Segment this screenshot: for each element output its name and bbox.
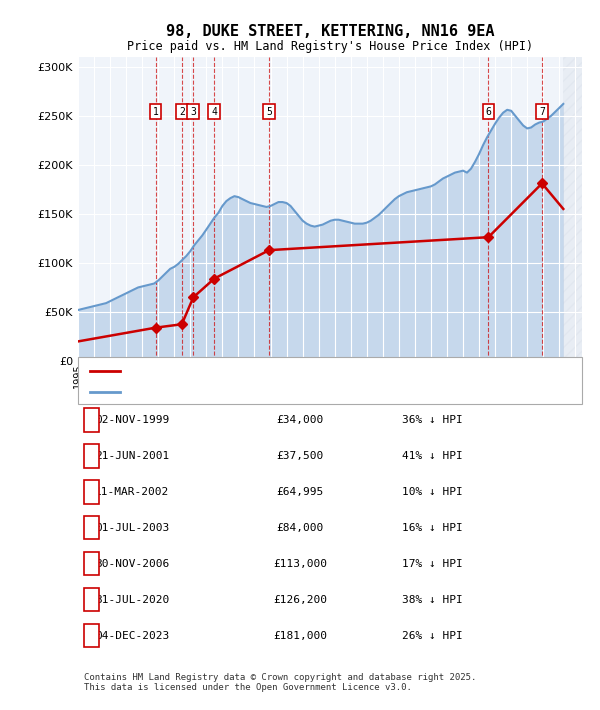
Text: 11-MAR-2002: 11-MAR-2002 [95, 487, 169, 497]
Text: 3: 3 [190, 106, 196, 116]
Text: 4: 4 [88, 523, 95, 532]
Text: 21-JUN-2001: 21-JUN-2001 [95, 451, 169, 461]
Text: £37,500: £37,500 [277, 451, 323, 461]
Text: HPI: Average price, semi-detached house, North Northamptonshire: HPI: Average price, semi-detached house,… [126, 387, 496, 397]
Text: £181,000: £181,000 [273, 630, 327, 640]
Text: 36% ↓ HPI: 36% ↓ HPI [401, 415, 463, 425]
Text: Price paid vs. HM Land Registry's House Price Index (HPI): Price paid vs. HM Land Registry's House … [127, 40, 533, 53]
Text: £84,000: £84,000 [277, 523, 323, 532]
Text: £113,000: £113,000 [273, 559, 327, 569]
Text: 98, DUKE STREET, KETTERING, NN16 9EA: 98, DUKE STREET, KETTERING, NN16 9EA [166, 24, 494, 40]
Text: 31-JUL-2020: 31-JUL-2020 [95, 595, 169, 605]
Text: 17% ↓ HPI: 17% ↓ HPI [401, 559, 463, 569]
Text: 6: 6 [485, 106, 491, 116]
Text: 2: 2 [179, 106, 185, 116]
Text: 02-NOV-1999: 02-NOV-1999 [95, 415, 169, 425]
Text: 04-DEC-2023: 04-DEC-2023 [95, 630, 169, 640]
Text: 5: 5 [88, 559, 95, 569]
Text: 16% ↓ HPI: 16% ↓ HPI [401, 523, 463, 532]
Text: 2: 2 [88, 451, 95, 461]
Text: Contains HM Land Registry data © Crown copyright and database right 2025.
This d: Contains HM Land Registry data © Crown c… [84, 673, 476, 692]
Text: 1: 1 [88, 415, 95, 425]
Text: £34,000: £34,000 [277, 415, 323, 425]
Text: 26% ↓ HPI: 26% ↓ HPI [401, 630, 463, 640]
Text: 7: 7 [88, 630, 95, 640]
Text: 01-JUL-2003: 01-JUL-2003 [95, 523, 169, 532]
Text: 3: 3 [88, 487, 95, 497]
Text: 38% ↓ HPI: 38% ↓ HPI [401, 595, 463, 605]
Text: £126,200: £126,200 [273, 595, 327, 605]
Text: £64,995: £64,995 [277, 487, 323, 497]
Text: 4: 4 [211, 106, 217, 116]
Text: 30-NOV-2006: 30-NOV-2006 [95, 559, 169, 569]
Text: 6: 6 [88, 595, 95, 605]
Text: 1: 1 [152, 106, 158, 116]
Text: 41% ↓ HPI: 41% ↓ HPI [401, 451, 463, 461]
Text: 7: 7 [539, 106, 545, 116]
Text: 5: 5 [266, 106, 272, 116]
Text: 10% ↓ HPI: 10% ↓ HPI [401, 487, 463, 497]
Text: 98, DUKE STREET, KETTERING, NN16 9EA (semi-detached house): 98, DUKE STREET, KETTERING, NN16 9EA (se… [126, 366, 467, 376]
